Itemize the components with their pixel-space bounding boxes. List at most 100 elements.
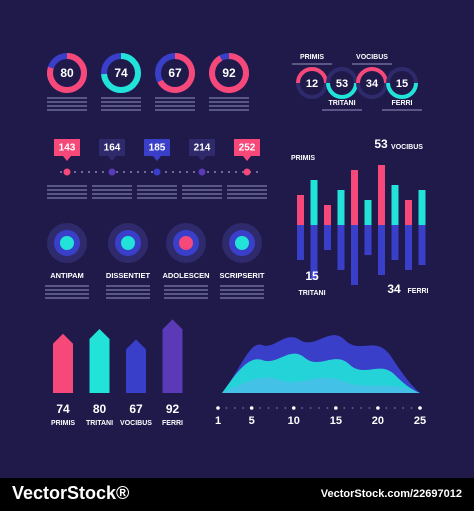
target-inner [60, 236, 74, 250]
axis-dot [318, 407, 320, 409]
axis-dot [259, 407, 261, 409]
arrow-value: 67 [129, 402, 143, 416]
axis-dot [393, 407, 396, 409]
pin-value: 214 [194, 143, 211, 154]
bar-up [378, 165, 385, 225]
donut-value: 74 [114, 66, 128, 80]
bar-down [337, 225, 345, 270]
bar-up [324, 205, 331, 225]
axis-dot [351, 407, 354, 409]
target-name: ADOLESCEN [162, 271, 209, 280]
axis-dot [267, 407, 270, 409]
ring-arc [356, 67, 388, 84]
pin-value: 143 [59, 143, 76, 154]
bar-up [297, 195, 304, 225]
pin [99, 139, 125, 161]
bar-up [364, 200, 372, 225]
watermark-brand: VectorStock® [12, 483, 129, 503]
axis-dot [385, 407, 388, 409]
axis-dot [326, 407, 329, 409]
target-name: DISSENTIET [106, 271, 151, 280]
bar-up [337, 190, 345, 225]
pin [234, 139, 260, 161]
x-tick-label: 25 [414, 415, 426, 427]
target-inner [121, 236, 135, 250]
x-tick-label: 1 [215, 415, 221, 427]
x-tick [376, 406, 380, 410]
pin-value: 185 [149, 143, 166, 154]
bar-down [418, 225, 426, 265]
donut-arc [47, 53, 87, 93]
x-tick [418, 406, 422, 410]
ring-value: 12 [306, 78, 318, 90]
arrow-bar [53, 333, 73, 393]
axis-dot [301, 407, 304, 409]
ring-arc [296, 67, 328, 84]
bar-down [405, 225, 412, 270]
bar-label-value: 53 [374, 137, 388, 151]
pin-value: 252 [239, 143, 256, 154]
ring-name: TRITANI [328, 100, 355, 107]
pin-dot [198, 168, 206, 176]
x-tick-label: 10 [288, 415, 300, 427]
bar-down [310, 225, 318, 280]
axis-dot [225, 407, 228, 409]
ring-arc [386, 82, 418, 99]
arrow-value: 92 [166, 402, 180, 416]
pin-dot [63, 168, 71, 176]
ring-name: VOCIBUS [356, 54, 388, 61]
bar-label-name: FERRI [408, 288, 429, 295]
axis-dot [309, 407, 312, 409]
bar-down [324, 225, 331, 250]
axis-dot [402, 407, 405, 409]
wave-mid [222, 377, 420, 393]
bar-label-name: PRIMIS [291, 155, 315, 162]
x-tick [291, 406, 296, 410]
ring-name: FERRI [392, 100, 413, 107]
bar-label-value: 34 [387, 282, 401, 296]
x-tick [216, 406, 220, 410]
x-tick [334, 406, 338, 410]
axis-dot [343, 407, 346, 409]
target-name: SCRIPSERIT [219, 271, 264, 280]
donut-value: 67 [168, 66, 182, 80]
x-tick-label: 5 [249, 415, 255, 427]
donut-arc [101, 53, 141, 93]
arrow-value: 74 [56, 402, 70, 416]
pin-value: 164 [104, 143, 121, 154]
pin-dot [108, 168, 116, 176]
x-tick-label: 15 [330, 415, 342, 427]
ring-value: 53 [336, 78, 348, 90]
ring-value: 15 [396, 78, 408, 90]
donut-value: 92 [222, 66, 236, 80]
ring-name: PRIMIS [300, 54, 324, 61]
bar-up [418, 190, 426, 225]
target-inner [235, 236, 249, 250]
bar-down [297, 225, 304, 260]
axis-dot [233, 407, 236, 409]
pin [54, 139, 80, 161]
x-tick [249, 406, 254, 410]
x-tick-label: 20 [372, 415, 384, 427]
target-inner [179, 236, 193, 250]
bar-up [351, 170, 358, 225]
ring-arc [326, 82, 358, 99]
axis-dot [410, 407, 413, 409]
pin-dot [153, 168, 161, 176]
arrow-bar [126, 339, 146, 393]
bar-label-name: VOCIBUS [391, 144, 423, 151]
bar-down [364, 225, 372, 255]
arrow-name: FERRI [162, 420, 183, 427]
arrow-name: PRIMIS [51, 420, 75, 427]
bar-label-name: TRITANI [298, 290, 325, 297]
target-name: ANTIPAM [50, 271, 84, 280]
axis-dot [284, 407, 287, 409]
donut-arc [209, 53, 249, 93]
bar-down [378, 225, 385, 275]
bar-up [310, 180, 318, 225]
donut-arc [157, 53, 195, 93]
axis-dot [368, 407, 371, 409]
bar-down [351, 225, 358, 285]
axis-dot [360, 407, 362, 409]
